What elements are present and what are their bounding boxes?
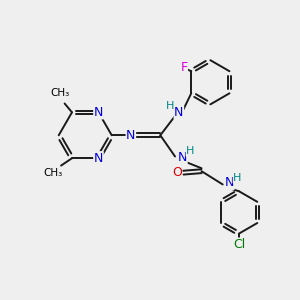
Text: N: N xyxy=(94,152,103,165)
Text: Cl: Cl xyxy=(233,238,245,251)
Text: N: N xyxy=(224,176,234,190)
Text: H: H xyxy=(166,101,174,111)
Text: CH₃: CH₃ xyxy=(44,168,63,178)
Text: N: N xyxy=(174,106,184,119)
Text: N: N xyxy=(94,106,103,119)
Text: N: N xyxy=(178,152,187,164)
Text: H: H xyxy=(233,173,242,183)
Text: H: H xyxy=(186,146,194,156)
Text: CH₃: CH₃ xyxy=(51,88,70,98)
Text: F: F xyxy=(180,61,188,74)
Text: O: O xyxy=(172,166,182,179)
Text: N: N xyxy=(126,129,136,142)
